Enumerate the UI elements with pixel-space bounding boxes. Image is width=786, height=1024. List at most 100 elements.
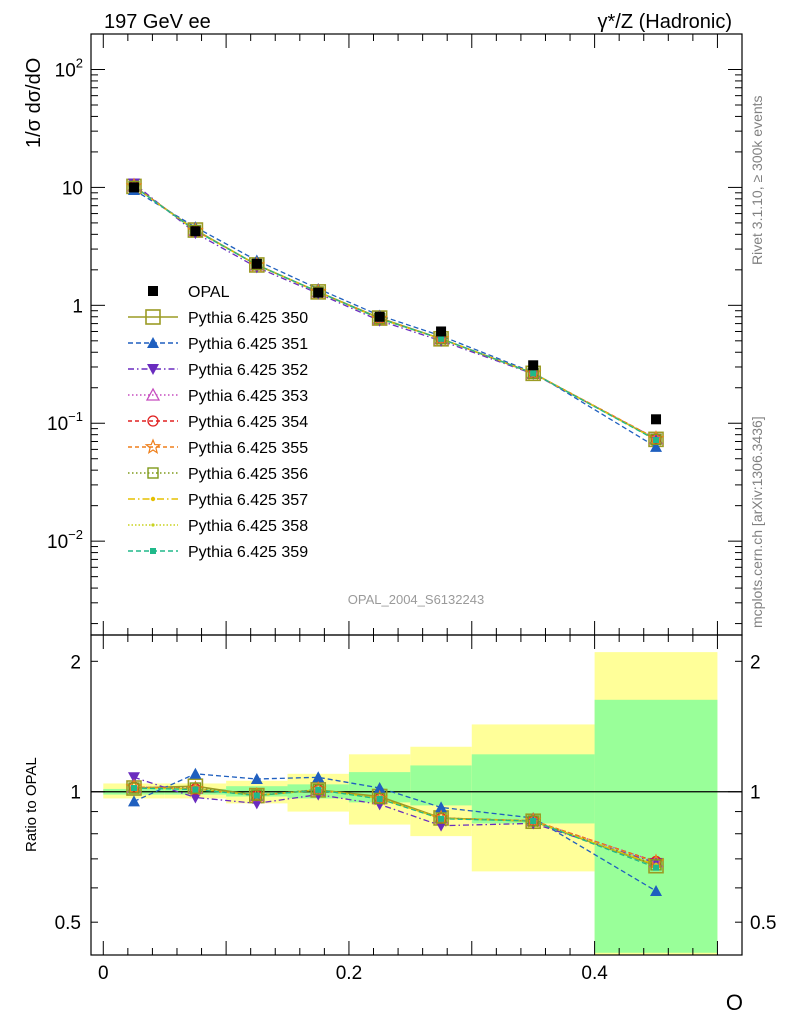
ratio-series-line [133, 773, 657, 892]
legend-label: Pythia 6.425 355 [188, 440, 308, 457]
legend-marker [147, 415, 159, 427]
legend-marker [150, 548, 156, 554]
ratio-series-point [373, 782, 386, 794]
y-tick-label: 10−1 [47, 409, 83, 435]
legend-marker [151, 523, 155, 527]
x-tick-label: 0.2 [336, 963, 362, 984]
ratio-series-point [130, 785, 137, 792]
ratio-y-tick-label: 1 [70, 783, 81, 804]
rivet-label: Rivet 3.1.10, ≥ 300k events [749, 95, 765, 265]
series-line [133, 189, 657, 448]
ratio-series-point [189, 782, 202, 794]
y-tick-exp: 2 [76, 55, 83, 70]
y-tick-label: 10−2 [47, 527, 83, 553]
data-point [128, 182, 139, 193]
watermark: OPAL_2004_S6132243 [348, 592, 484, 607]
ratio-series-point [530, 818, 537, 825]
legend-label: Pythia 6.425 352 [188, 362, 308, 379]
ratio-y-tick-label: 0.5 [55, 913, 81, 934]
ratio-series-point [251, 789, 263, 801]
x-tick-label: 0.4 [581, 963, 608, 984]
ratio-series-point [315, 786, 322, 793]
ratio-series-point [312, 783, 324, 796]
error-band-inner [410, 765, 472, 806]
series-point [653, 437, 660, 444]
mcplots-label: mcplots.cern.ch [arXiv:1306.3436] [749, 416, 765, 628]
legend-label: Pythia 6.425 351 [188, 336, 308, 353]
data-point [374, 311, 385, 322]
header-right: γ*/Z (Hadronic) [598, 11, 732, 33]
data-point [313, 287, 324, 298]
data-point [190, 226, 201, 237]
ratio-series-point [192, 786, 199, 793]
ratio-y-tick-label-right: 2 [750, 652, 761, 673]
legend-marker [147, 467, 159, 479]
ratio-series-point [128, 782, 140, 794]
y-tick-base: 10 [47, 532, 68, 553]
legend-marker [147, 337, 159, 348]
ratio-series-point [435, 812, 447, 824]
ratio-series-point [527, 815, 539, 827]
main-ylabel: 1/σ dσ/dO [23, 58, 45, 148]
ratio-plot: 0.5 0.5 1 1 2 2 0 0.2 0.4 [55, 634, 776, 984]
x-axis-label: O [726, 990, 743, 1015]
legend-label: Pythia 6.425 357 [188, 492, 308, 509]
legend-label: Pythia 6.425 354 [188, 414, 308, 431]
data-point [651, 414, 662, 425]
series-point [530, 370, 537, 377]
y-tick-label: 1 [72, 296, 83, 317]
ratio-series-point [127, 795, 140, 807]
header-left: 197 GeV ee [104, 11, 211, 33]
ratio-series-point [127, 772, 140, 784]
error-band-inner [471, 754, 595, 824]
legend-label: Pythia 6.425 350 [188, 310, 308, 327]
y-tick-base: 10 [55, 60, 76, 81]
legend: OPAL Pythia 6.425 350 Pythia 6.425 351 Pyth… [128, 284, 308, 561]
y-tick-base: 10 [47, 414, 68, 435]
error-band-inner [594, 699, 718, 953]
series-point [438, 335, 445, 342]
ratio-series-point [250, 773, 263, 785]
legend-label: Pythia 6.425 356 [188, 466, 308, 483]
series-line [133, 185, 657, 441]
ratio-series-point [653, 864, 660, 871]
series-point [650, 433, 662, 446]
ratio-ylabel: Ratio to OPAL [23, 757, 40, 852]
series-line [133, 182, 657, 440]
legend-label: Pythia 6.425 353 [188, 388, 308, 405]
y-tick-exp: −1 [68, 409, 83, 424]
data-point [436, 326, 447, 337]
ratio-y-tick-label-right: 0.5 [750, 913, 776, 934]
x-tick-label: 0 [98, 963, 109, 984]
ratio-series-point [312, 771, 325, 783]
y-tick-label: 102 [55, 55, 83, 81]
data-point [251, 258, 262, 269]
y-tick-exp: −2 [68, 527, 83, 542]
ratio-y-tick-label: 2 [70, 652, 81, 673]
ratio-series-point [189, 792, 202, 804]
series-point [650, 440, 663, 452]
legend-marker [144, 438, 162, 455]
data-point [528, 360, 539, 371]
y-tick-label: 10 [62, 178, 83, 199]
ratio-series-point [650, 885, 663, 897]
ratio-frame [90, 634, 743, 956]
legend-data-marker [148, 286, 158, 296]
legend-label: Pythia 6.425 358 [188, 518, 308, 535]
ratio-y-tick-label-right: 1 [750, 783, 761, 804]
legend-label: OPAL [188, 284, 230, 301]
ratio-series-line [133, 776, 657, 864]
ratio-series-point [435, 801, 448, 813]
ratio-series-point [189, 767, 202, 779]
ratio-series-point [373, 792, 386, 805]
ratio-series-point [438, 815, 445, 822]
legend-label: Pythia 6.425 359 [188, 544, 308, 561]
legend-marker [145, 309, 161, 325]
ratio-series-line [133, 787, 657, 869]
ratio-series-point [376, 796, 383, 803]
ratio-series-point [253, 792, 260, 799]
legend-marker [150, 496, 156, 502]
legend-marker [147, 364, 159, 375]
